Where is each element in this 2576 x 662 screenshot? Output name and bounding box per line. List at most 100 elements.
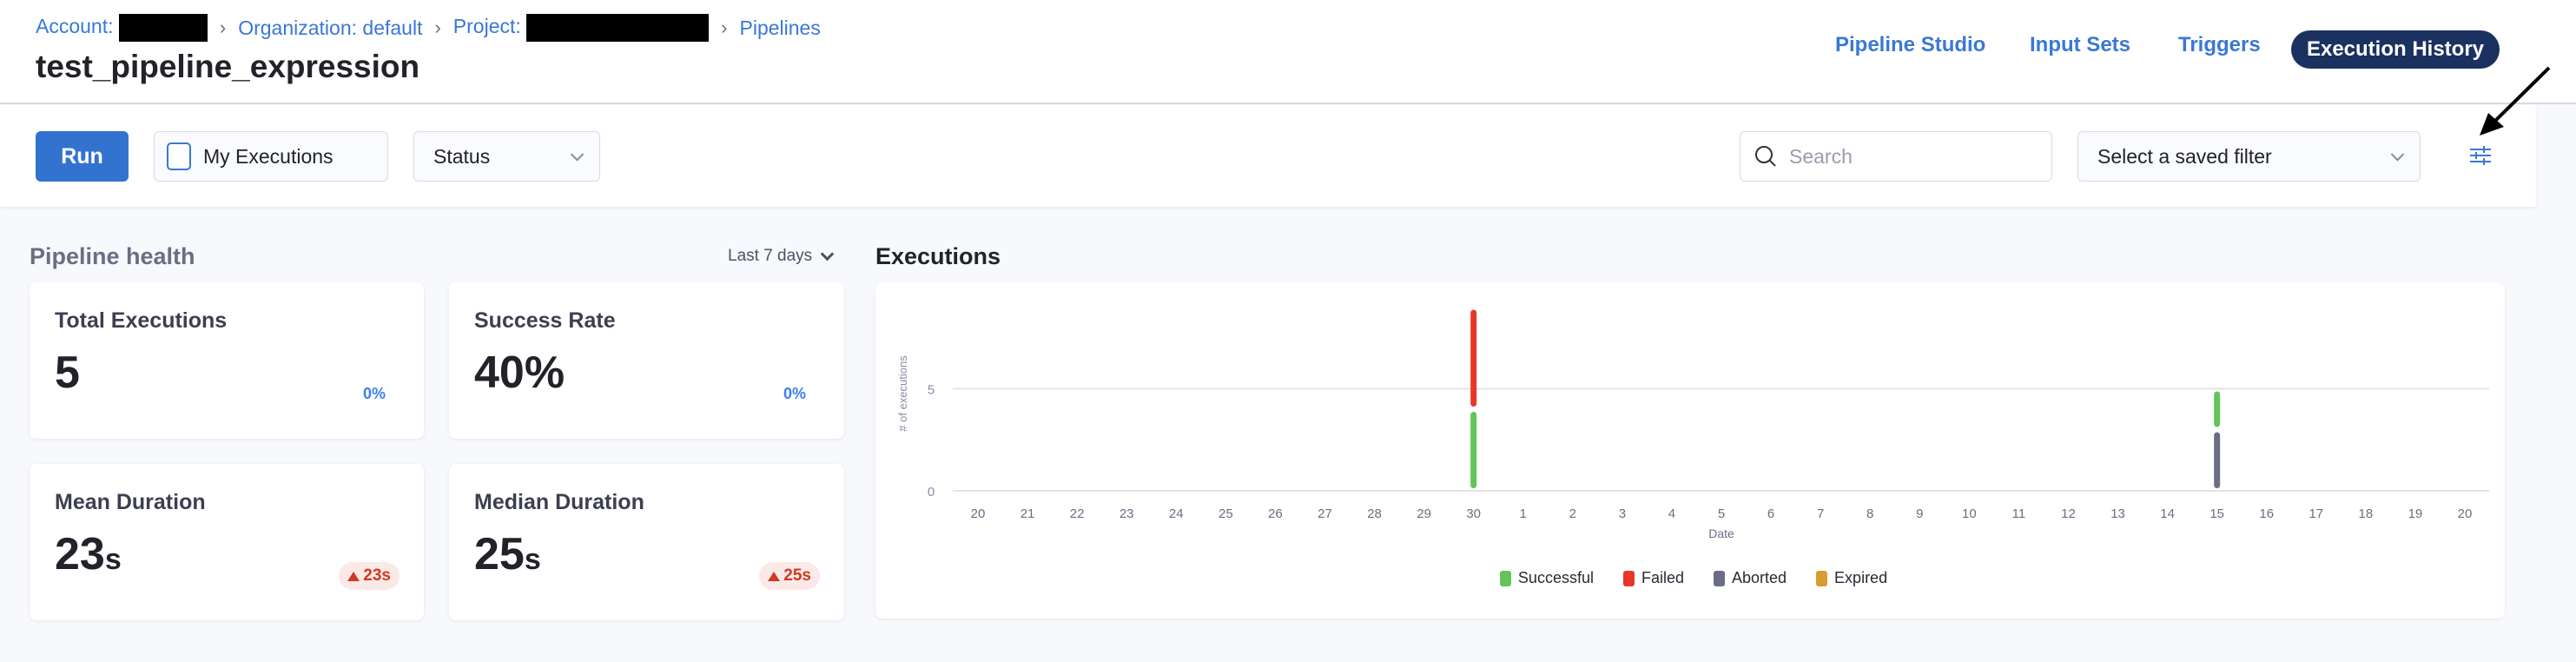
change-badge: 23s: [339, 562, 400, 590]
chevron-right-icon: ›: [434, 17, 441, 38]
card-label: Total Executions: [55, 308, 228, 333]
chevron-right-icon: ›: [219, 17, 227, 38]
search-icon: [1755, 146, 1776, 167]
mean-duration-card: Mean Duration 23s 23s: [30, 464, 424, 620]
x-tick-label: 28: [1367, 506, 1382, 521]
y-tick-label: 5: [928, 383, 935, 398]
tab-input-sets[interactable]: Input Sets: [2030, 33, 2131, 56]
x-tick-label: 20: [971, 506, 986, 521]
breadcrumb-organization[interactable]: Organization: default: [238, 16, 423, 39]
breadcrumb-account[interactable]: Account:: [36, 14, 208, 42]
x-tick-label: 14: [2160, 506, 2175, 521]
median-duration-card: Median Duration 25s 25s: [449, 464, 844, 620]
x-tick-label: 1: [1520, 506, 1527, 521]
card-value: 5: [55, 348, 80, 398]
saved-filter-dropdown[interactable]: Select a saved filter: [2077, 131, 2421, 182]
status-dropdown[interactable]: Status: [413, 131, 600, 182]
card-label: Median Duration: [474, 490, 644, 514]
pipeline-health-title: Pipeline health: [30, 243, 195, 269]
x-tick-label: 4: [1668, 506, 1675, 521]
x-tick-label: 15: [2209, 506, 2224, 521]
y-tick-label: 0: [928, 485, 935, 500]
bar-aborted: [2214, 432, 2221, 488]
legend-label: Expired: [1834, 569, 1888, 586]
card-value: 40%: [474, 348, 565, 398]
x-tick-label: 20: [2458, 506, 2473, 521]
legend-label: Aborted: [1732, 569, 1787, 586]
x-tick-label: 10: [1962, 506, 1977, 521]
x-tick-label: 22: [1070, 506, 1085, 521]
x-tick-label: 24: [1169, 506, 1184, 521]
legend-swatch: [1816, 571, 1828, 587]
page-title: test_pipeline_expression: [36, 49, 420, 84]
tab-execution-history[interactable]: Execution History: [2291, 30, 2500, 69]
annotation-arrow-icon: [2480, 66, 2551, 136]
legend-item-failed: Failed: [1622, 569, 1684, 587]
x-tick-label: 19: [2408, 506, 2423, 521]
legend-swatch: [1622, 571, 1635, 587]
legend-label: Successful: [1517, 569, 1594, 586]
my-executions-label: My Executions: [203, 144, 334, 168]
card-change: 0%: [362, 385, 386, 402]
redacted-block: [526, 14, 710, 42]
legend-item-aborted: Aborted: [1714, 569, 1787, 587]
breadcrumb: Account: › Organization: default › Proje…: [36, 14, 821, 42]
chart-legend: Successful Failed Aborted Expired: [1476, 569, 1911, 587]
x-tick-label: 18: [2359, 506, 2374, 521]
x-tick-label: 16: [2259, 506, 2274, 521]
card-value: 25s: [474, 529, 541, 579]
x-tick-label: 17: [2308, 506, 2323, 521]
total-executions-card: Total Executions 5 0%: [30, 282, 424, 439]
legend-item-successful: Successful: [1499, 569, 1594, 587]
range-label: Last 7 days: [728, 247, 813, 265]
x-tick-label: 25: [1219, 506, 1233, 521]
card-change: 0%: [783, 385, 806, 402]
x-tick-label: 13: [2110, 506, 2125, 521]
chevron-right-icon: ›: [721, 17, 728, 38]
x-tick-label: 27: [1318, 506, 1332, 521]
y-axis-title: # of executions: [896, 355, 909, 432]
my-executions-toggle[interactable]: My Executions: [154, 131, 388, 182]
x-axis-title: Date: [1708, 526, 1734, 540]
search-input[interactable]: Search: [1740, 131, 2052, 182]
bar-failed: [1470, 309, 1477, 407]
tab-pipeline-studio[interactable]: Pipeline Studio: [1835, 33, 1986, 56]
breadcrumb-project[interactable]: Project:: [453, 14, 710, 42]
x-tick-label: 9: [1916, 506, 1923, 521]
x-tick-label: 3: [1619, 506, 1626, 521]
arrow-up-icon: [768, 571, 781, 581]
tab-triggers[interactable]: Triggers: [2178, 33, 2261, 56]
range-dropdown[interactable]: Last 7 days: [728, 247, 835, 266]
x-tick-label: 6: [1767, 506, 1774, 521]
legend-item-expired: Expired: [1816, 569, 1887, 587]
x-tick-label: 23: [1120, 506, 1134, 521]
status-label: Status: [433, 144, 491, 168]
bar-successful: [1470, 412, 1477, 488]
x-tick-label: 11: [2012, 506, 2026, 521]
card-label: Mean Duration: [55, 490, 206, 514]
executions-chart-panel: [875, 282, 2505, 619]
x-tick-label: 7: [1817, 506, 1824, 521]
run-button[interactable]: Run: [36, 131, 129, 182]
card-label: Success Rate: [474, 308, 616, 333]
legend-swatch: [1499, 571, 1511, 587]
arrow-up-icon: [347, 571, 360, 581]
x-tick-label: 30: [1466, 506, 1481, 521]
executions-title: Executions: [875, 243, 1001, 269]
x-tick-label: 21: [1020, 506, 1035, 521]
x-tick-label: 5: [1718, 506, 1725, 521]
legend-label: Failed: [1641, 569, 1684, 586]
card-value: 23s: [55, 529, 122, 579]
bar-successful: [2214, 391, 2221, 427]
filter-sliders-icon[interactable]: [2467, 142, 2494, 169]
success-rate-card: Success Rate 40% 0%: [449, 282, 844, 439]
change-badge: 25s: [759, 562, 820, 590]
checkbox[interactable]: [167, 142, 191, 170]
breadcrumb-pipelines[interactable]: Pipelines: [739, 16, 821, 39]
legend-swatch: [1714, 571, 1725, 587]
saved-filter-placeholder: Select a saved filter: [2097, 144, 2272, 168]
x-tick-label: 2: [1569, 506, 1576, 521]
x-tick-label: 29: [1417, 506, 1431, 521]
x-tick-label: 8: [1866, 506, 1873, 521]
